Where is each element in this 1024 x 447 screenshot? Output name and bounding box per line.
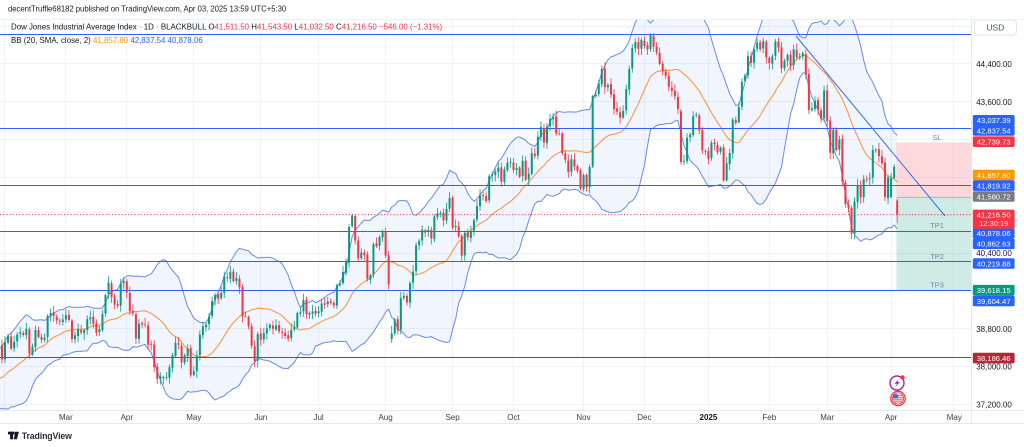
svg-text:Nov: Nov	[576, 413, 590, 422]
svg-text:Oct: Oct	[507, 413, 520, 422]
svg-text:Jun: Jun	[254, 413, 267, 422]
svg-text:Mar: Mar	[820, 413, 834, 422]
svg-text:38,000.00: 38,000.00	[976, 363, 1012, 372]
svg-text:41,580.72: 41,580.72	[977, 192, 1011, 201]
svg-text:decentTruffle68182 published o: decentTruffle68182 published on TradingV…	[8, 5, 287, 14]
svg-text:37,200.00: 37,200.00	[976, 400, 1012, 409]
svg-text:42,739.73: 42,739.73	[977, 138, 1011, 147]
svg-text:43,600.00: 43,600.00	[976, 98, 1012, 107]
svg-text:USD: USD	[986, 23, 1004, 33]
svg-text:44,400.00: 44,400.00	[976, 60, 1012, 69]
svg-text:40,878.06: 40,878.06	[977, 229, 1011, 238]
svg-text:BB (20, SMA, close, 2) 41,857.: BB (20, SMA, close, 2) 41,857.80 42,837.…	[11, 36, 203, 45]
svg-text:42,837.54: 42,837.54	[977, 126, 1011, 135]
svg-text:Dow Jones Industrial Average I: Dow Jones Industrial Average Index · 1D …	[11, 23, 443, 32]
svg-text:May: May	[947, 413, 962, 422]
svg-text:40,862.63: 40,862.63	[977, 240, 1011, 249]
svg-text:Feb: Feb	[762, 413, 776, 422]
svg-text:43,037.39: 43,037.39	[977, 116, 1011, 125]
svg-text:39,618.15: 39,618.15	[977, 286, 1011, 295]
svg-text:38,186.46: 38,186.46	[977, 354, 1011, 363]
svg-text:Apr: Apr	[121, 413, 134, 422]
svg-text:Aug: Aug	[378, 413, 392, 422]
svg-text:TP1: TP1	[930, 221, 944, 230]
svg-text:39,604.47: 39,604.47	[977, 297, 1011, 306]
svg-text:SL: SL	[932, 133, 941, 142]
svg-text:May: May	[186, 413, 201, 422]
svg-text:41,857.80: 41,857.80	[977, 171, 1011, 180]
svg-text:40,219.88: 40,219.88	[977, 259, 1011, 268]
svg-text:TP2: TP2	[930, 252, 944, 261]
svg-text:41,819.92: 41,819.92	[977, 182, 1011, 191]
svg-text:12:30:19: 12:30:19	[979, 219, 1008, 228]
svg-text:40,400.00: 40,400.00	[976, 249, 1012, 258]
svg-text:38,800.00: 38,800.00	[976, 325, 1012, 334]
svg-text:41,216.50: 41,216.50	[977, 210, 1011, 219]
svg-text:Jul: Jul	[313, 413, 323, 422]
svg-text:TP3: TP3	[930, 281, 944, 290]
svg-text:2025: 2025	[700, 413, 718, 422]
svg-text:TradingView: TradingView	[22, 431, 72, 441]
svg-text:Mar: Mar	[59, 413, 73, 422]
svg-text:Sep: Sep	[445, 413, 460, 422]
svg-text:Dec: Dec	[637, 413, 651, 422]
svg-text:Apr: Apr	[885, 413, 898, 422]
